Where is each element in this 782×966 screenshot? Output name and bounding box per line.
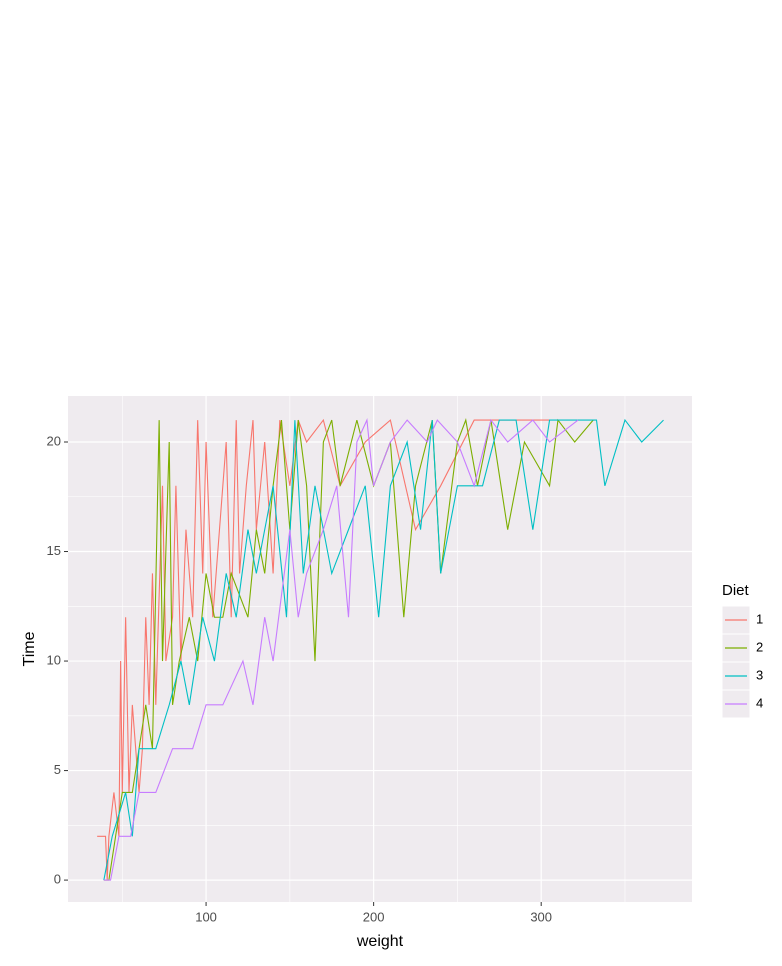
x-tick-label: 300 [530, 909, 552, 924]
legend-title: Diet [722, 582, 750, 599]
y-tick-label: 5 [54, 762, 61, 777]
axes: 0 5 10 15 20 100 200 300 [47, 433, 553, 924]
series-line [103, 418, 664, 881]
legend-label: 3 [756, 667, 763, 682]
lines [97, 418, 664, 881]
legend-label: 2 [756, 639, 763, 654]
y-axis-title: Time [21, 631, 38, 666]
panel-background [68, 396, 692, 902]
legend-label: 4 [756, 695, 763, 710]
y-tick-label: 20 [47, 433, 61, 448]
x-axis-title: weight [356, 933, 404, 950]
x-tick-label: 100 [195, 909, 217, 924]
y-tick-label: 0 [54, 872, 61, 887]
x-tick-label: 200 [363, 909, 385, 924]
series-line [103, 418, 594, 881]
series-line [103, 418, 579, 881]
legend-label: 1 [756, 611, 763, 626]
y-tick-label: 10 [47, 652, 61, 667]
y-tick-label: 15 [47, 543, 61, 558]
legend: Diet 1 2 3 4 [721, 582, 763, 719]
series-line [97, 418, 550, 881]
